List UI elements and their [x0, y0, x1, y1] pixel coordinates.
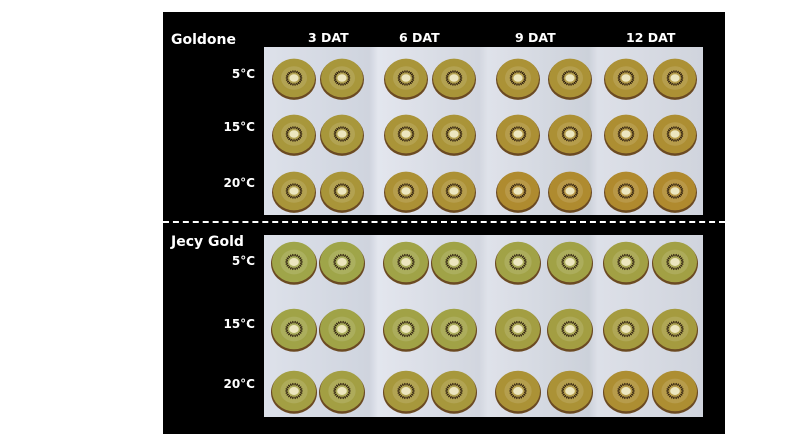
row-label-jecygold-15c: 15°C [223, 317, 255, 331]
goldone-kiwi-slice-r3-c2-1 [384, 171, 428, 213]
row-label-goldone-20c: 20°C [223, 176, 255, 190]
jecygold-kiwi-slice-r2-c1-2 [319, 308, 365, 352]
jecygold-kiwi-slice-r1-c4-1 [603, 241, 649, 285]
column-header-3dat: 3 DAT [308, 30, 349, 45]
jecygold-kiwi-slice-r2-c3-1 [495, 308, 541, 352]
goldone-kiwi-slice-r1-c3-2 [548, 58, 592, 100]
jecygold-kiwi-slice-r3-c2-1 [383, 370, 429, 414]
jecygold-kiwi-slice-r3-c1-2 [319, 370, 365, 414]
jecygold-photo-grid [264, 235, 703, 417]
row-label-jecygold-20c: 20°C [223, 377, 255, 391]
row-label-goldone-5c: 5°C [231, 67, 255, 81]
goldone-kiwi-slice-r1-c3-1 [496, 58, 540, 100]
goldone-kiwi-slice-r2-c2-2 [432, 114, 476, 156]
row-label-goldone-15c: 15°C [223, 120, 255, 134]
goldone-kiwi-slice-r1-c4-2 [653, 58, 697, 100]
goldone-kiwi-slice-r3-c4-1 [604, 171, 648, 213]
jecygold-kiwi-slice-r3-c4-2 [652, 370, 698, 414]
panel-divider [163, 221, 725, 223]
column-header-12dat: 12 DAT [626, 30, 676, 45]
goldone-kiwi-slice-r2-c1-1 [272, 114, 316, 156]
goldone-photo-grid [264, 47, 703, 215]
jecygold-kiwi-slice-r2-c1-1 [271, 308, 317, 352]
jecygold-kiwi-slice-r1-c2-2 [431, 241, 477, 285]
goldone-kiwi-slice-r2-c4-1 [604, 114, 648, 156]
panel-title-goldone: Goldone [171, 32, 237, 48]
goldone-kiwi-slice-r3-c1-2 [320, 171, 364, 213]
goldone-kiwi-slice-r2-c3-1 [496, 114, 540, 156]
row-label-jecygold-5c: 5°C [231, 254, 255, 268]
figure: Goldone 3 DAT 6 DAT 9 DAT 12 DAT 5°C 15°… [163, 12, 725, 434]
goldone-kiwi-slice-r3-c1-1 [272, 171, 316, 213]
column-header-9dat: 9 DAT [515, 30, 556, 45]
goldone-kiwi-slice-r2-c3-2 [548, 114, 592, 156]
jecygold-kiwi-slice-r2-c3-2 [547, 308, 593, 352]
jecygold-kiwi-slice-r1-c1-1 [271, 241, 317, 285]
jecygold-kiwi-slice-r2-c2-1 [383, 308, 429, 352]
goldone-kiwi-slice-r1-c1-2 [320, 58, 364, 100]
jecygold-kiwi-slice-r3-c1-1 [271, 370, 317, 414]
jecygold-kiwi-slice-r3-c3-2 [547, 370, 593, 414]
jecygold-kiwi-slice-r1-c4-2 [652, 241, 698, 285]
goldone-kiwi-slice-r3-c2-2 [432, 171, 476, 213]
jecygold-kiwi-slice-r3-c3-1 [495, 370, 541, 414]
goldone-kiwi-slice-r2-c4-2 [653, 114, 697, 156]
jecygold-kiwi-slice-r1-c1-2 [319, 241, 365, 285]
goldone-kiwi-slice-r1-c1-1 [272, 58, 316, 100]
jecygold-kiwi-slice-r1-c3-1 [495, 241, 541, 285]
panel-title-jecy-gold: Jecy Gold [171, 234, 244, 250]
goldone-kiwi-slice-r3-c3-2 [548, 171, 592, 213]
jecygold-kiwi-slice-r1-c2-1 [383, 241, 429, 285]
jecygold-kiwi-slice-r2-c4-1 [603, 308, 649, 352]
goldone-kiwi-slice-r3-c4-2 [653, 171, 697, 213]
jecygold-kiwi-slice-r2-c4-2 [652, 308, 698, 352]
goldone-kiwi-slice-r3-c3-1 [496, 171, 540, 213]
jecygold-kiwi-slice-r3-c4-1 [603, 370, 649, 414]
column-header-6dat: 6 DAT [399, 30, 440, 45]
goldone-kiwi-slice-r1-c2-1 [384, 58, 428, 100]
goldone-kiwi-slices [272, 58, 697, 213]
jecygold-kiwi-slice-r1-c3-2 [547, 241, 593, 285]
jecygold-kiwi-slice-r3-c2-2 [431, 370, 477, 414]
jecygold-kiwi-slices [271, 241, 698, 414]
goldone-kiwi-slice-r1-c2-2 [432, 58, 476, 100]
goldone-kiwi-slice-r2-c1-2 [320, 114, 364, 156]
goldone-kiwi-slice-r2-c2-1 [384, 114, 428, 156]
goldone-kiwi-slice-r1-c4-1 [604, 58, 648, 100]
jecygold-kiwi-slice-r2-c2-2 [431, 308, 477, 352]
